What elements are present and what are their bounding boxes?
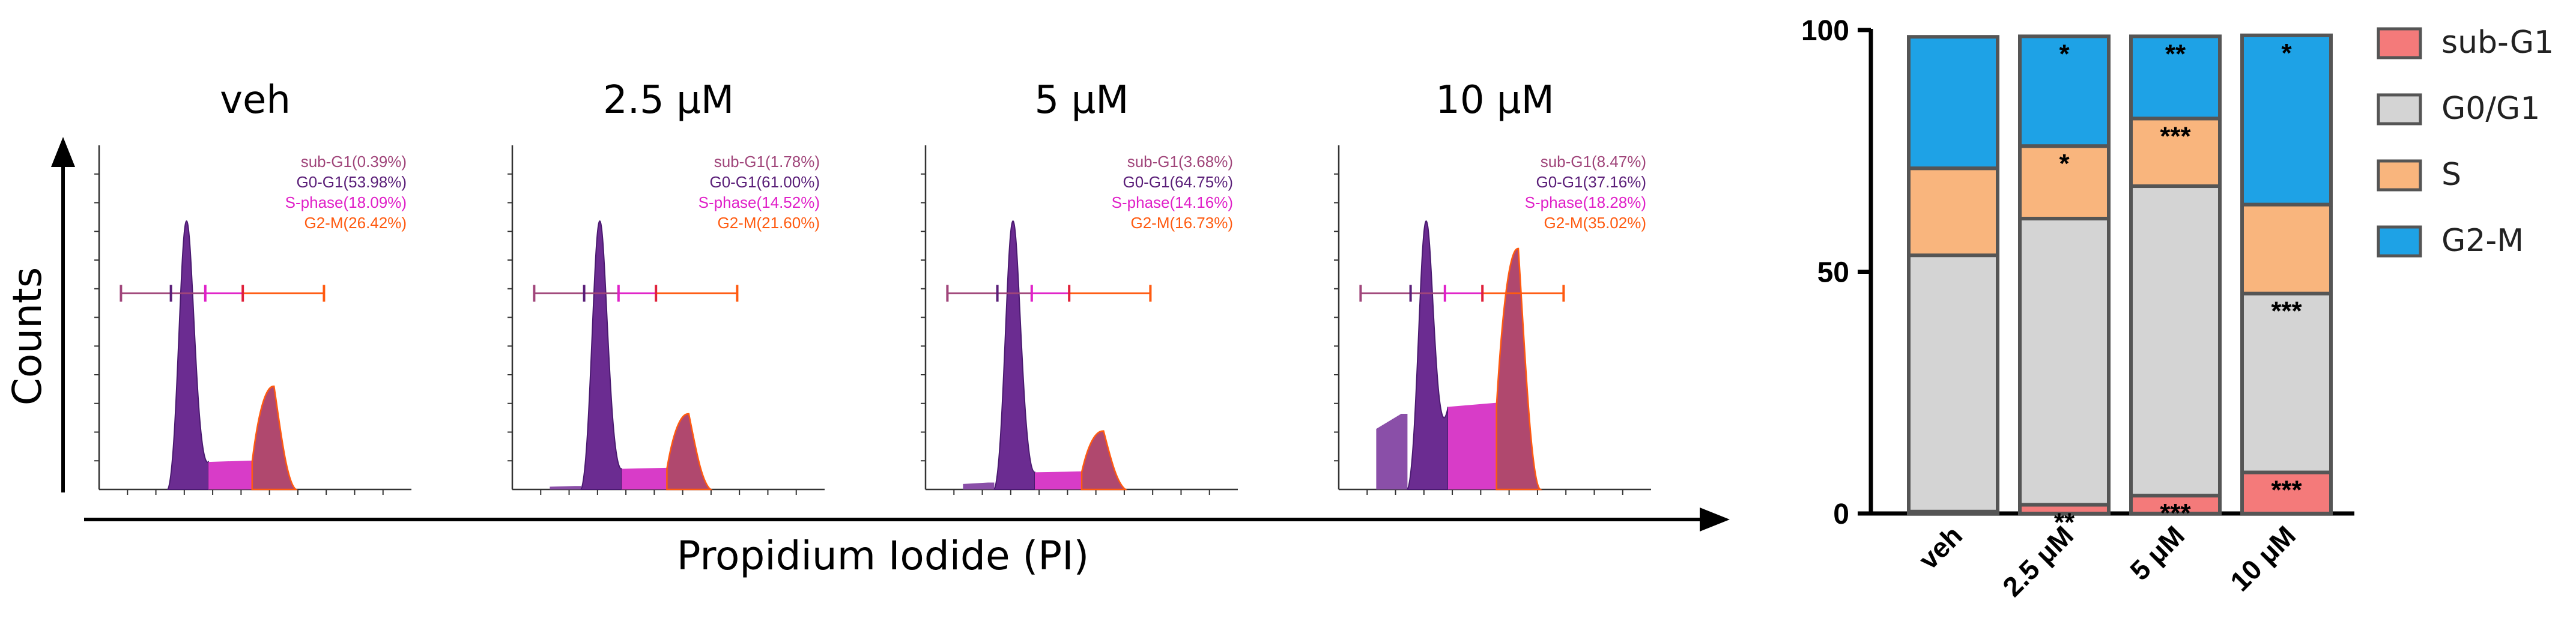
bar-y-tick-label: 0	[1833, 498, 1849, 530]
legend-label: G0/G1	[2441, 91, 2540, 127]
legend-label: sub-G1	[2441, 25, 2554, 61]
bar-segment	[2240, 202, 2333, 295]
bar-segment	[2129, 184, 2222, 498]
significance-marker: ***	[2160, 498, 2191, 528]
s-phase-region	[1035, 471, 1082, 489]
flow-cytometry-figure: Counts Propidium Iodide (PI) veh sub-G1(0…	[4, 78, 1730, 579]
legend-swatch	[2377, 159, 2422, 192]
g1-peak	[580, 220, 622, 490]
significance-marker: *	[2059, 149, 2070, 178]
phase-percentage-label: G2-M(35.02%)	[1544, 214, 1647, 232]
legend-swatch	[2377, 225, 2422, 258]
legend-label: S	[2441, 157, 2461, 193]
phase-percentage-label: G0-G1(37.16%)	[1536, 173, 1646, 191]
pi-axis-label: Propidium Iodide (PI)	[677, 533, 1089, 579]
g1-peak	[993, 220, 1035, 490]
bar-segment	[2018, 34, 2111, 148]
phase-percentage-label: G0-G1(64.75%)	[1123, 173, 1233, 191]
g1-peak	[166, 220, 209, 490]
bar-category-label: 2.5 μM	[1996, 519, 2079, 602]
subg1-region	[1376, 413, 1408, 489]
legend-label: G2-M	[2441, 223, 2524, 259]
legend-swatch	[2377, 93, 2422, 126]
significance-marker: **	[2165, 39, 2186, 68]
bar-segment	[2129, 34, 2222, 121]
phase-percentage-label: S-phase(18.28%)	[1525, 193, 1646, 211]
bar-segment	[2240, 33, 2333, 207]
significance-marker: ***	[2271, 476, 2302, 505]
phase-percentage-label: sub-G1(1.78%)	[714, 153, 820, 171]
bar-category-label: veh	[1912, 519, 1968, 575]
histogram-panel: veh sub-G1(0.39%) G0-G1(53.98%) S-phase(18.…	[94, 78, 411, 495]
s-phase-region	[1448, 402, 1497, 489]
legend: sub-G1 G0/G1 S G2-M	[2377, 25, 2554, 259]
phase-percentage-label: sub-G1(3.68%)	[1127, 153, 1233, 171]
bar-y-tick-label: 50	[1817, 257, 1849, 289]
significance-marker: **	[2054, 508, 2075, 538]
bar-segment	[1907, 253, 1999, 513]
s-phase-region	[208, 460, 252, 489]
panel-title: 5 μM	[1035, 78, 1129, 123]
phase-percentage-label: G0-G1(61.00%)	[709, 173, 820, 191]
phase-percentage-label: G2-M(26.42%)	[305, 214, 407, 232]
bar-segment	[2018, 144, 2111, 220]
counts-axis-label: Counts	[4, 267, 50, 405]
pi-axis-arrowhead	[1700, 507, 1730, 532]
bar-segment	[2018, 216, 2111, 507]
phase-percentage-label: sub-G1(0.39%)	[301, 153, 407, 171]
subg1-region	[963, 482, 995, 489]
phase-percentage-label: S-phase(18.09%)	[285, 193, 407, 211]
g2m-peak	[251, 385, 299, 491]
bar-category-label: 10 μM	[2224, 519, 2302, 597]
bar-category-label: 5 μM	[2124, 519, 2190, 586]
significance-marker: *	[2281, 38, 2292, 68]
bar-segment	[2240, 291, 2333, 474]
g1-peak	[1406, 220, 1449, 490]
bar-segment	[1907, 166, 1999, 258]
phase-percentage-label: sub-G1(8.47%)	[1541, 153, 1646, 171]
phase-percentage-label: S-phase(14.16%)	[1112, 193, 1233, 211]
g2m-peak	[1080, 430, 1128, 491]
g2m-peak	[1496, 247, 1543, 491]
histogram-panel: 10 μM sub-G1(8.47%) G0-G1(37.16%) S-phase(1…	[1334, 78, 1651, 495]
significance-marker: *	[2059, 39, 2070, 68]
significance-marker: ***	[2160, 121, 2191, 151]
significance-marker: ***	[2271, 297, 2302, 326]
phase-percentage-label: G2-M(21.60%)	[718, 214, 820, 232]
histogram-panel: 2.5 μM sub-G1(1.78%) G0-G1(61.00%) S-phase(…	[508, 78, 825, 495]
legend-swatch	[2377, 27, 2422, 59]
panel-title: 2.5 μM	[603, 78, 734, 123]
phase-percentage-label: G0-G1(53.98%)	[296, 173, 407, 191]
panel-title: 10 μM	[1435, 78, 1554, 123]
phase-percentage-label: G2-M(16.73%)	[1131, 214, 1234, 232]
histogram-panel: 5 μM sub-G1(3.68%) G0-G1(64.75%) S-phase(14…	[921, 78, 1238, 495]
panel-title: veh	[220, 78, 291, 123]
counts-axis-arrowhead	[51, 137, 75, 167]
bar-y-tick-label: 100	[1801, 15, 1849, 47]
g2m-peak	[666, 413, 713, 491]
s-phase-region	[622, 467, 667, 489]
bar-segment	[2240, 470, 2333, 516]
bar-segment	[2129, 494, 2222, 516]
phase-percentage-label: S-phase(14.52%)	[699, 193, 820, 211]
bar-segment	[1907, 35, 1999, 171]
subg1-region	[550, 486, 581, 489]
